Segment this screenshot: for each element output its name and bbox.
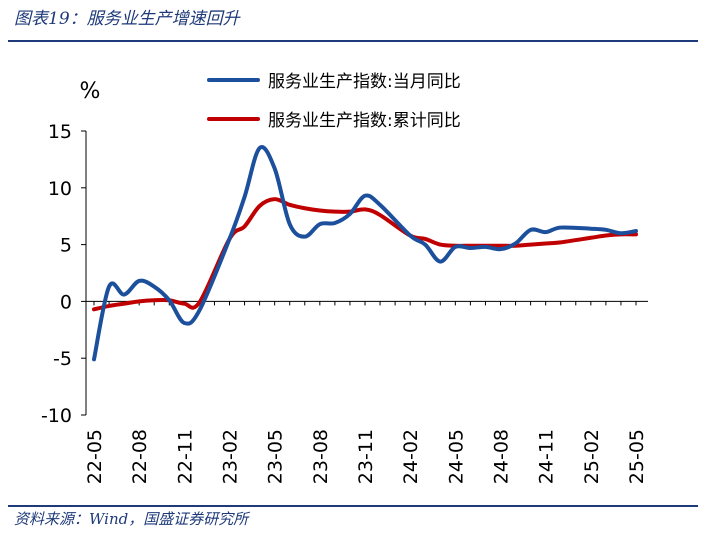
y-tick-label: 10: [48, 178, 72, 200]
y-tick-label: 5: [60, 235, 72, 257]
source-rule: [8, 505, 698, 507]
y-tick-label: 15: [48, 121, 72, 143]
x-tick-label: 22-11: [174, 429, 196, 484]
x-tick-label: 23-05: [265, 429, 287, 484]
series-layer: [92, 145, 638, 362]
y-tick-label: 0: [60, 291, 72, 313]
y-tick-label: -5: [53, 348, 72, 370]
x-tick-label: 22-08: [129, 429, 151, 484]
legend-label: 服务业生产指数:当月同比: [268, 72, 461, 92]
figure-source: 资料来源：Wind，国盛证券研究所: [14, 510, 249, 528]
x-tick-label: 24-05: [445, 429, 467, 484]
x-tick-label: 25-02: [581, 429, 603, 484]
x-tick-label: 22-05: [84, 429, 106, 484]
title-rule: [8, 40, 698, 42]
x-tick-label: 25-05: [626, 429, 648, 484]
x-tick-label: 23-11: [355, 429, 377, 484]
x-tick-label: 23-02: [220, 429, 242, 484]
series-line-monthly: [92, 145, 638, 362]
x-tick-label: 24-11: [536, 429, 558, 484]
legend-label: 服务业生产指数:累计同比: [268, 111, 461, 131]
x-tick-label: 24-08: [491, 429, 513, 484]
y-tick-label: -10: [41, 405, 72, 427]
axes-layer: -10 -5 0 5 10 15 22-05 22-08 22-11 23-02 23-05 23-0…: [41, 121, 648, 484]
series-line-cumulative: [92, 197, 638, 312]
figure-title: 图表19：服务业生产增速回升: [14, 9, 240, 29]
unit-label: %: [80, 79, 101, 104]
x-tick-label: 23-08: [310, 429, 332, 484]
x-tick-label: 24-02: [400, 429, 422, 484]
